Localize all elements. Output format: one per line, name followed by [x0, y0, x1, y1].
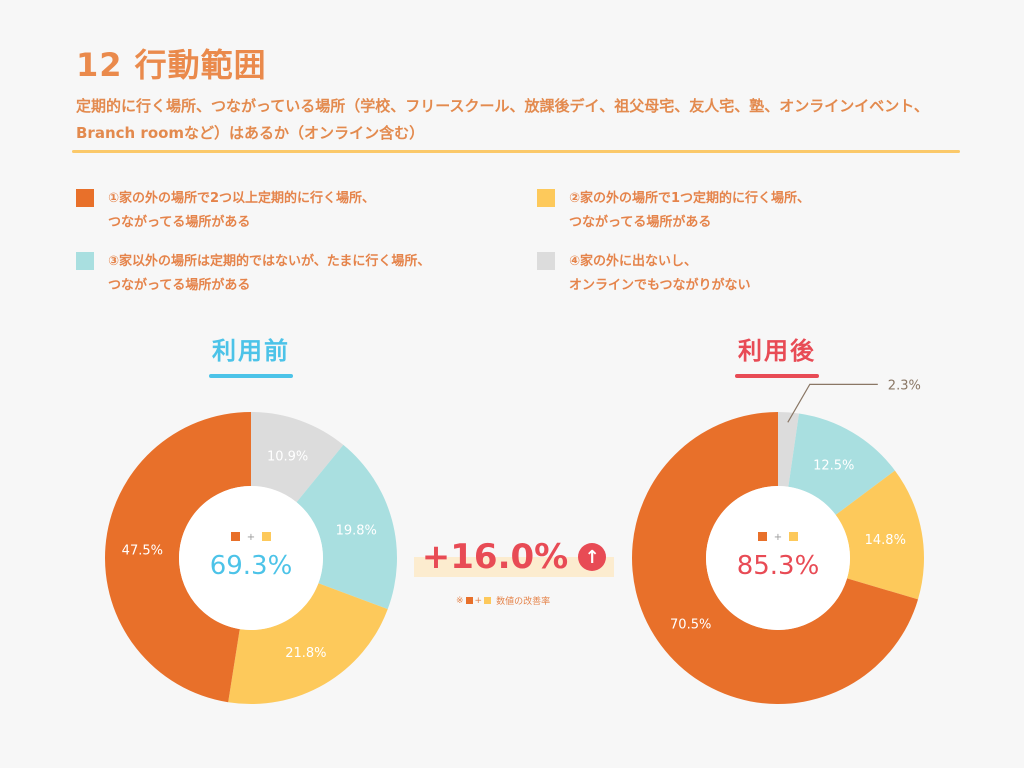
- improvement-note-suffix: 数値の改善率: [496, 597, 551, 607]
- legend-swatch-4: [537, 252, 555, 270]
- chart-title-before: 利用前: [181, 331, 321, 378]
- donut-1-center-swatch-2: [789, 532, 798, 541]
- improvement-note: ※ + 数値の改善率: [456, 594, 551, 608]
- arrow-up-icon: ↑: [578, 543, 607, 571]
- donut-0-slice-3: [296, 444, 398, 610]
- legend-item-3: ③家以外の場所は定期的ではないが、たまに行く場所、 つながってる場所がある: [76, 250, 430, 298]
- legend-item-3-line-1: ③家以外の場所は定期的ではないが、たまに行く場所、: [108, 254, 431, 269]
- legend-item-1: ①家の外の場所で2つ以上定期的に行く場所、 つながってる場所がある: [76, 187, 375, 235]
- divider: [72, 150, 960, 153]
- legend-item-1-line-2: つながってる場所がある: [108, 215, 251, 230]
- donut-0-label-1: 47.5%: [122, 543, 163, 558]
- donut-1-slice-4: [778, 412, 800, 487]
- legend-item-3-line-2: つながってる場所がある: [108, 278, 251, 293]
- donut-1-label-1: 70.5%: [670, 617, 711, 632]
- donut-1-center: [706, 486, 850, 630]
- donut-1-label-2: 14.8%: [865, 533, 906, 548]
- donut-0-label-4: 10.9%: [267, 449, 308, 464]
- chart-title-before-underline: [209, 374, 293, 378]
- improvement-highlight: [414, 557, 614, 577]
- donut-1-slice-3: [788, 413, 895, 515]
- donut-1-leader-line: [787, 383, 878, 423]
- legend-item-4-line-2: オンラインでもつながりがない: [569, 278, 751, 293]
- note-swatch-2: [484, 597, 492, 604]
- donut-1-center-value: 85.3%: [737, 551, 820, 581]
- chart-title-after-text: 利用後: [738, 337, 816, 365]
- donut-0-center: [179, 486, 323, 630]
- donut-1-center-plus: +: [774, 532, 782, 543]
- legend-swatch-2: [537, 189, 555, 207]
- legend-swatch-3: [76, 252, 94, 270]
- improvement-note-plus: +: [474, 595, 483, 606]
- donut-0-slice-4: [251, 412, 344, 503]
- donut-0-center-plus: +: [247, 532, 255, 543]
- donut-0-label-3: 19.8%: [336, 524, 377, 539]
- donut-1-label-4: 2.3%: [888, 378, 921, 393]
- donut-1-slice-1: [631, 412, 919, 704]
- chart-title-after-underline: [735, 374, 819, 378]
- note-swatch-1: [465, 597, 473, 604]
- improvement-callout: +16.0% ↑: [414, 535, 614, 579]
- donut-0-center-swatch-1: [231, 532, 240, 541]
- legend-item-4: ④家の外に出ないし、 オンラインでもつながりがない: [537, 250, 750, 298]
- donut-0-slice-1: [105, 412, 251, 703]
- legend-item-1-line-1: ①家の外の場所で2つ以上定期的に行く場所、: [108, 191, 376, 206]
- legend-item-4-line-1: ④家の外に出ないし、: [569, 254, 698, 269]
- donut-0-label-2: 21.8%: [285, 646, 326, 661]
- donut-1-slice-2: [835, 470, 924, 600]
- chart-title-after: 利用後: [707, 331, 847, 378]
- improvement-note-prefix: ※: [456, 595, 464, 606]
- chart-title-before-text: 利用前: [212, 337, 290, 365]
- legend-item-2-line-1: ②家の外の場所で1つ定期的に行く場所、: [569, 191, 811, 206]
- legend-swatch-1: [76, 189, 94, 207]
- legend-item-2-line-2: つながってる場所がある: [569, 215, 712, 230]
- donut-1-label-3: 12.5%: [813, 458, 854, 473]
- donut-0-center-value: 69.3%: [210, 551, 293, 581]
- donut-1-center-swatch-1: [758, 532, 767, 541]
- page-subtitle: 定期的に行く場所、つながっている場所（学校、フリースクール、放課後デイ、祖父母宅…: [76, 97, 929, 142]
- improvement-value: +16.0%: [421, 537, 569, 577]
- legend-item-2: ②家の外の場所で1つ定期的に行く場所、 つながってる場所がある: [537, 187, 810, 235]
- page-title: 12 行動範囲: [76, 46, 267, 84]
- donut-0-center-swatch-2: [262, 532, 271, 541]
- donut-0-slice-2: [228, 583, 388, 704]
